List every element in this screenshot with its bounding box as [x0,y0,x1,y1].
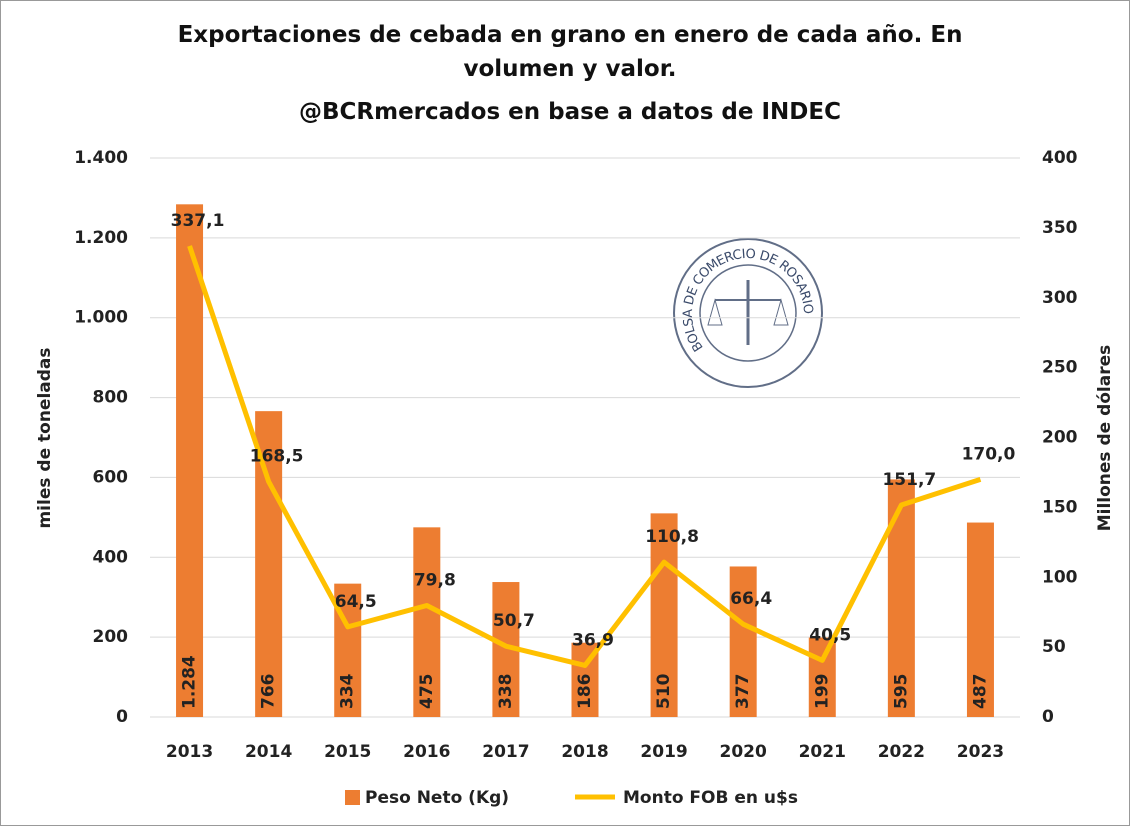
bar [413,527,441,717]
x-tick-label: 2022 [878,742,925,762]
y-tick-label: 0 [116,707,128,727]
bar-label: 510 [654,673,674,709]
bar [966,522,994,717]
line-label: 40,5 [809,625,851,645]
y-tick-label: 400 [93,547,129,567]
x-tick-label: 2023 [957,742,1004,762]
y-tick-label: 1.000 [74,308,128,328]
line-label: 79,8 [414,570,456,590]
y-tick-label: 1.200 [74,228,128,248]
line-label: 110,8 [645,527,699,547]
y2-tick-label: 250 [1042,358,1078,378]
bar-label: 186 [575,674,595,710]
bar-label: 199 [812,674,832,710]
x-tick-label: 2017 [482,742,529,762]
bar-label: 377 [733,674,753,710]
x-tick-label: 2021 [799,742,846,762]
line-label: 151,7 [882,470,936,490]
y2-tick-label: 50 [1042,637,1066,657]
x-tick-label: 2015 [324,742,371,762]
logo [673,238,823,388]
legend-label: Monto FOB en u$s [623,788,798,808]
line [187,245,982,668]
bar-label: 334 [338,673,358,709]
y2-tick-label: 200 [1042,428,1078,448]
y2-axis-label: Millones de dólares [1095,345,1115,532]
bar [729,566,757,717]
bar [650,513,678,717]
y-axis-label: miles de toneladas [35,347,55,528]
bar-label: 338 [496,674,516,710]
line-label: 64,5 [335,592,377,612]
y2-tick-label: 350 [1042,218,1078,238]
y2-tick-label: 300 [1042,288,1078,308]
bar-label: 475 [417,674,437,710]
chart-subtitle: @BCRmercados en base a datos de INDEC [299,99,841,125]
legend-label: Peso Neto (Kg) [365,788,509,808]
y-tick-label: 200 [93,627,129,647]
x-tick-label: 2018 [561,742,608,762]
x-tick-label: 2019 [640,742,687,762]
line-label: 36,9 [572,630,614,650]
x-tick-label: 2014 [245,742,292,762]
y-tick-label: 1.400 [74,148,128,168]
y-tick-label: 800 [93,388,129,408]
x-tick-label: 2016 [403,742,450,762]
bar-label: 1.284 [180,655,200,709]
line-label: 337,1 [171,211,225,231]
bar-label: 487 [970,674,990,710]
y2-tick-label: 400 [1042,148,1078,168]
x-tick-label: 2013 [166,742,213,762]
y2-tick-label: 0 [1042,707,1054,727]
bar-label: 766 [259,674,279,710]
y2-tick-label: 150 [1042,497,1078,517]
bar-label: 595 [891,674,911,710]
y2-tick-label: 100 [1042,567,1078,587]
y-tick-label: 600 [93,467,129,487]
x-tick-label: 2020 [720,742,767,762]
line-label: 168,5 [250,447,304,467]
chart-title: Exportaciones de cebada en grano en ener… [177,22,963,82]
line-label: 66,4 [730,589,772,609]
bar [808,637,836,717]
bar [176,204,204,717]
line-label: 170,0 [962,444,1016,464]
line-label: 50,7 [493,611,535,631]
legend-swatch [345,790,360,805]
